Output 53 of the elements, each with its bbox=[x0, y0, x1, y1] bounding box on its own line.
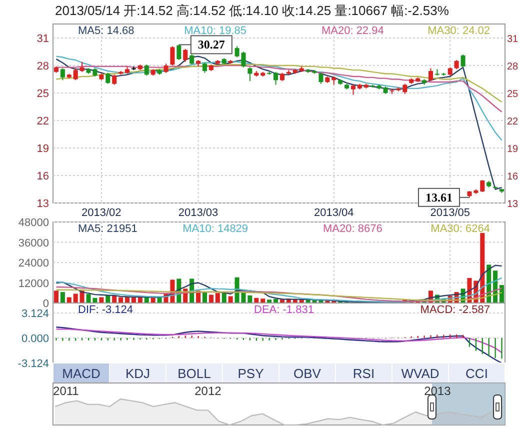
y2-tick-label: 19 bbox=[507, 144, 519, 155]
y-tick-label: 31 bbox=[36, 33, 49, 45]
series-label: MACD: -2.587 bbox=[420, 304, 490, 316]
y-tick-label: 25 bbox=[36, 88, 49, 100]
category-label: CCI bbox=[466, 366, 488, 381]
y-tick-label: 19 bbox=[36, 143, 49, 155]
y-tick-label: 48000 bbox=[18, 217, 49, 229]
y-tick-label: 36000 bbox=[18, 237, 49, 250]
y-tick-label: 0 bbox=[42, 298, 49, 310]
y-tick-label: -3.124 bbox=[18, 358, 49, 370]
text: MA30: 24.02 bbox=[428, 25, 490, 37]
text: MA5: 21951 bbox=[78, 223, 138, 235]
text: MA30: 6264 bbox=[430, 223, 490, 235]
x-tick-label: 2013 bbox=[424, 384, 452, 398]
y2-tick-label: 25 bbox=[507, 89, 519, 100]
y-tick-label: 13 bbox=[36, 198, 49, 210]
x-tick-label: 2013/04 bbox=[314, 207, 354, 219]
y-tick-label: 0.000 bbox=[21, 333, 49, 345]
category-label: BOLL bbox=[178, 366, 211, 381]
y2-tick-label: 22 bbox=[507, 116, 519, 128]
y-tick-label: 3.124 bbox=[21, 308, 49, 320]
category-label: KDJ bbox=[125, 366, 150, 381]
y2-tick-label: 13 bbox=[507, 199, 519, 210]
category-label: MACD bbox=[62, 366, 100, 381]
x-tick-label: 2012 bbox=[194, 384, 222, 398]
series-label: DIF: -3.124 bbox=[78, 304, 134, 316]
category-label: PSY bbox=[238, 366, 264, 381]
callout: 30.27 bbox=[178, 35, 232, 54]
y-tick-label: 22 bbox=[36, 116, 49, 128]
text: MA5: 14.68 bbox=[78, 25, 134, 37]
text: MA20: 8676 bbox=[323, 223, 382, 235]
y-tick-label: 28 bbox=[36, 60, 49, 72]
annotation: 13.61 bbox=[425, 190, 452, 204]
x-tick-label: 2013/02 bbox=[82, 207, 122, 219]
annotation: 30.27 bbox=[198, 38, 225, 52]
x-tick-label: 2013/03 bbox=[178, 207, 218, 219]
text: MA10: 14829 bbox=[182, 223, 248, 235]
y-tick-label: 16 bbox=[36, 170, 49, 182]
text: MA20: 22.94 bbox=[321, 25, 384, 37]
category-label: OBV bbox=[294, 366, 322, 381]
category-label: WVAD bbox=[401, 366, 440, 381]
series-label: DEA: -1.831 bbox=[254, 304, 314, 316]
y-tick-label: 12000 bbox=[18, 278, 49, 290]
x-tick-label: 2013/05 bbox=[430, 207, 470, 219]
x-tick-label: 2011 bbox=[53, 384, 80, 398]
y-tick-label: 24000 bbox=[18, 258, 49, 270]
category-label: RSI bbox=[352, 366, 375, 381]
y2-tick-label: 28 bbox=[507, 62, 519, 72]
callout: 13.61 bbox=[418, 188, 470, 207]
text: MA10: 19.85 bbox=[184, 25, 247, 37]
y2-tick-label: 31 bbox=[507, 34, 519, 45]
y2-tick-label: 16 bbox=[507, 172, 519, 182]
chart-title: 2013/05/14 开:14.52 高:14.52 低:14.10 收:14.25 量:10667 幅:-2.53% bbox=[55, 3, 450, 18]
